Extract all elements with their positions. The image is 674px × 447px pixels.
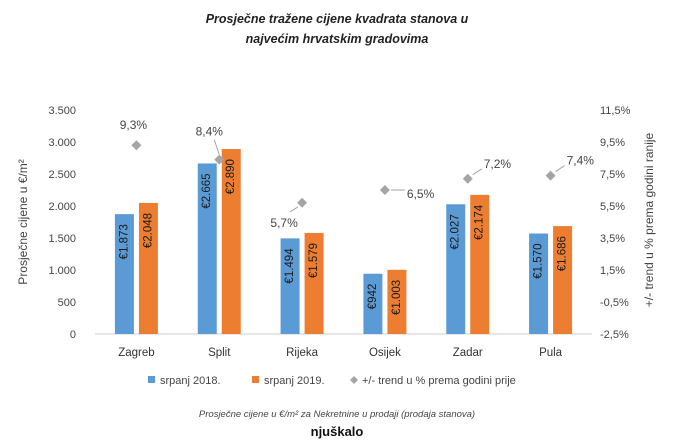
legend-item-2018-label: srpanj 2018.: [160, 375, 221, 387]
trend-markers: 9,3% 8,4% 5,7% 6,5% 7,2% 7,4%: [120, 118, 595, 230]
trend-marker-zadar: [462, 173, 473, 184]
trend-marker-zagreb: [131, 140, 142, 151]
bar-2018-rijeka: [280, 238, 300, 334]
bar-value-label: €2.665: [201, 173, 213, 208]
y-tick-label: 1.500: [48, 233, 76, 245]
trend-value-label: 6,5%: [407, 187, 435, 201]
y-tick-label: 0: [70, 329, 76, 341]
bar-2018-zadar: [446, 204, 466, 334]
bar-value-label: €1.873: [118, 224, 130, 259]
bar-value-label: €1.494: [284, 248, 296, 284]
y2-tick-label: 9,5%: [600, 137, 625, 149]
bar-value-label: €2.890: [225, 159, 237, 194]
y-tick-label: 2.500: [48, 169, 76, 181]
y2-tick-label: -0,5%: [600, 297, 629, 309]
bar-2018-split: [197, 163, 217, 334]
njuskalo-logo: njuškalo: [311, 424, 364, 439]
y-tick-label: 1.000: [48, 265, 76, 277]
bars: [114, 149, 573, 334]
bar-2019-zadar: [470, 194, 490, 334]
legend-item-2018-swatch: [148, 376, 155, 383]
y2-tick-label: -2,5%: [600, 329, 629, 341]
y-axis-title: Prosječne cijene u €/m²: [16, 159, 30, 284]
bar-value-label: €1.570: [533, 244, 545, 279]
y-tick-label: 500: [58, 297, 76, 309]
category-label: Split: [208, 347, 231, 359]
bar-2019-pula: [553, 226, 573, 334]
y-tick-label: 3.000: [48, 137, 76, 149]
category-label: Rijeka: [286, 347, 319, 359]
y2-tick-label: 5,5%: [600, 201, 625, 213]
bar-2018-zagreb: [114, 214, 134, 334]
legend: srpanj 2018. srpanj 2019. +/- trend u % pr…: [148, 375, 516, 387]
y2-tick-label: 11,5%: [600, 105, 631, 117]
trend-value-label: 7,2%: [484, 157, 512, 171]
chart-title-line-1: Prosječne tražene cijene kvadrata stanov…: [206, 12, 469, 26]
bar-value-labels: €1.873 €2.048 €2.665 €2.890 €1.494 €1.579 €942…: [118, 159, 568, 315]
chart-caption: Prosječne cijene u €/m² za Nekretnine u …: [199, 409, 475, 420]
y2-axis-title: +/- trend u % prema godini ranije: [642, 132, 656, 307]
bar-2019-osijek: [387, 269, 407, 334]
trend-marker-osijek: [379, 185, 390, 195]
bar-2019-rijeka: [304, 232, 324, 334]
legend-item-trend-label: +/- trend u % prema godini prije: [362, 375, 516, 387]
bar-value-label: €1.579: [308, 243, 320, 278]
bar-value-label: €942: [367, 284, 379, 310]
bar-2019-split: [221, 149, 241, 334]
trend-marker-pula: [545, 170, 556, 181]
y2-tick-label: 3,5%: [600, 233, 625, 245]
trend-marker-rijeka: [297, 197, 308, 208]
y-tick-label: 3.500: [48, 105, 76, 117]
y-tick-label: 2.000: [48, 201, 76, 213]
trend-callout-line: [289, 206, 299, 213]
trend-marker-split: [214, 154, 225, 165]
y2-tick-label: 1,5%: [600, 265, 625, 277]
bar-2019-zagreb: [138, 202, 158, 334]
bar-value-label: €2.027: [450, 214, 462, 249]
bar-value-label: €1.003: [391, 280, 403, 315]
bar-value-label: €2.174: [474, 204, 486, 240]
y-axis-left: 0 500 1.000 1.500 2.000 2.500 3.000 3.500: [48, 105, 76, 341]
legend-item-2019-swatch: [252, 376, 259, 383]
bar-2018-osijek: [363, 273, 383, 334]
trend-callout-line: [472, 168, 483, 176]
trend-callout-line: [555, 165, 565, 173]
category-label: Osijek: [369, 347, 401, 359]
legend-item-2019-label: srpanj 2019.: [264, 375, 325, 387]
category-label: Zadar: [453, 347, 483, 359]
trend-value-label: 9,3%: [120, 118, 148, 132]
trend-value-label: 8,4%: [196, 125, 224, 139]
trend-value-label: 5,7%: [270, 216, 298, 230]
bar-value-label: €1.686: [557, 236, 569, 271]
trend-callout-line: [213, 139, 220, 155]
y2-tick-label: 7,5%: [600, 169, 625, 181]
bar-2018-pula: [529, 233, 549, 334]
category-label: Pula: [539, 347, 563, 359]
bar-value-label: €2.048: [142, 213, 154, 248]
chart-title-line-2: najvećim hrvatskim gradovima: [246, 32, 429, 46]
trend-value-label: 7,4%: [567, 154, 595, 168]
y-axis-right: -2,5% -0,5% 1,5% 3,5% 5,5% 7,5% 9,5% 11,5%: [600, 105, 631, 341]
category-labels: Zagreb Split Rijeka Osijek Zadar Pula: [118, 347, 562, 359]
category-label: Zagreb: [118, 347, 154, 359]
legend-item-trend-swatch: [350, 376, 358, 384]
